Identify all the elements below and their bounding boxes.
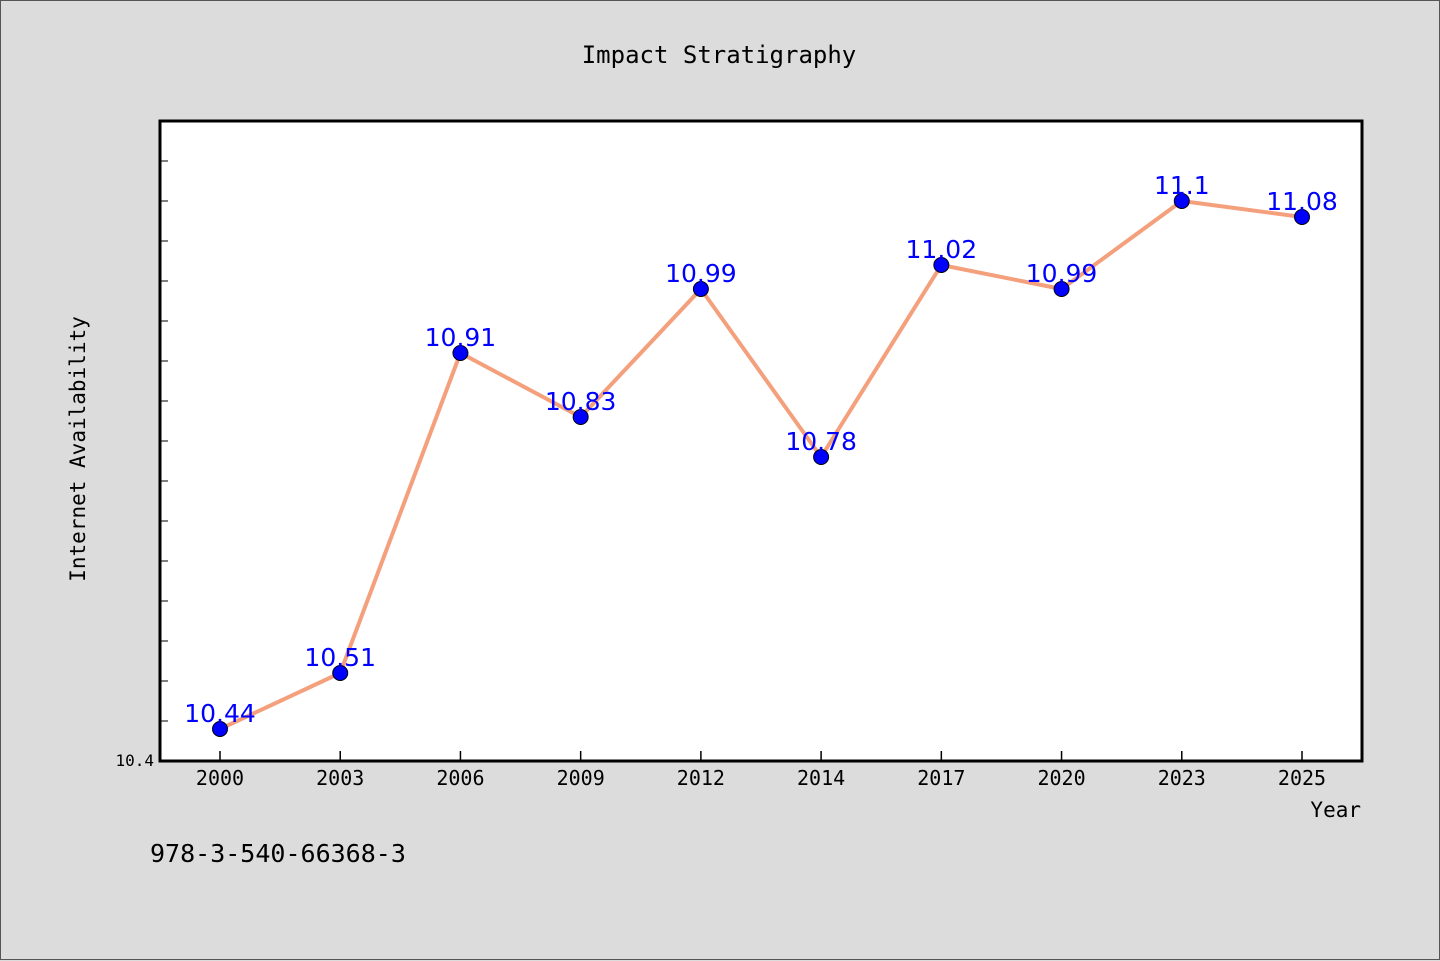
data-label: 11.02 [906, 235, 978, 264]
data-point [212, 721, 228, 737]
data-label: 11.1 [1154, 171, 1210, 200]
data-point [813, 449, 830, 465]
chart-title: Impact Stratigraphy [582, 41, 857, 69]
data-label: 10.99 [1026, 259, 1098, 288]
x-tick-label: 2003 [316, 766, 364, 790]
y-axis-label: Internet Availability [66, 316, 90, 582]
footnote-isbn: 978-3-540-66368-3 [150, 839, 406, 868]
data-point [1053, 281, 1070, 297]
x-tick-label: 2025 [1278, 766, 1326, 790]
x-tick-label: 2020 [1037, 766, 1085, 790]
data-point [572, 409, 589, 425]
x-tick-label: 2009 [557, 766, 605, 790]
data-label: 10.51 [304, 643, 376, 672]
y-tick-label: 10.4 [115, 751, 154, 770]
data-point [933, 257, 950, 273]
x-tick-label: 2006 [436, 766, 484, 790]
data-label: 10.99 [665, 259, 737, 288]
data-label: 10.44 [184, 699, 256, 728]
x-tick-label: 2012 [677, 766, 725, 790]
data-point [1294, 209, 1310, 225]
data-markers [212, 193, 1310, 737]
data-label: 10.78 [785, 427, 857, 456]
data-point [692, 281, 709, 297]
data-point [332, 665, 349, 681]
x-tick-label: 2023 [1158, 766, 1206, 790]
x-tick-label: 2014 [797, 766, 845, 790]
data-label: 10.91 [425, 323, 497, 352]
x-axis-label: Year [1310, 798, 1361, 822]
plot-border [158, 119, 1364, 763]
x-axis-ticks: 2000 2003 2006 2009 2012 2014 2017 2020 2023 2025 [196, 751, 1326, 790]
data-point [1173, 193, 1190, 209]
data-label: 11.08 [1266, 187, 1338, 216]
data-point [452, 345, 469, 361]
data-label: 10.83 [545, 387, 617, 416]
x-tick-label: 2017 [917, 766, 965, 790]
x-tick-label: 2000 [196, 766, 244, 790]
series-line [219, 199, 1303, 731]
plot-area [160, 121, 1362, 761]
data-labels: 10.44 10.51 10.91 10.83 10.99 10.78 11.02 10.99… [184, 171, 1338, 728]
